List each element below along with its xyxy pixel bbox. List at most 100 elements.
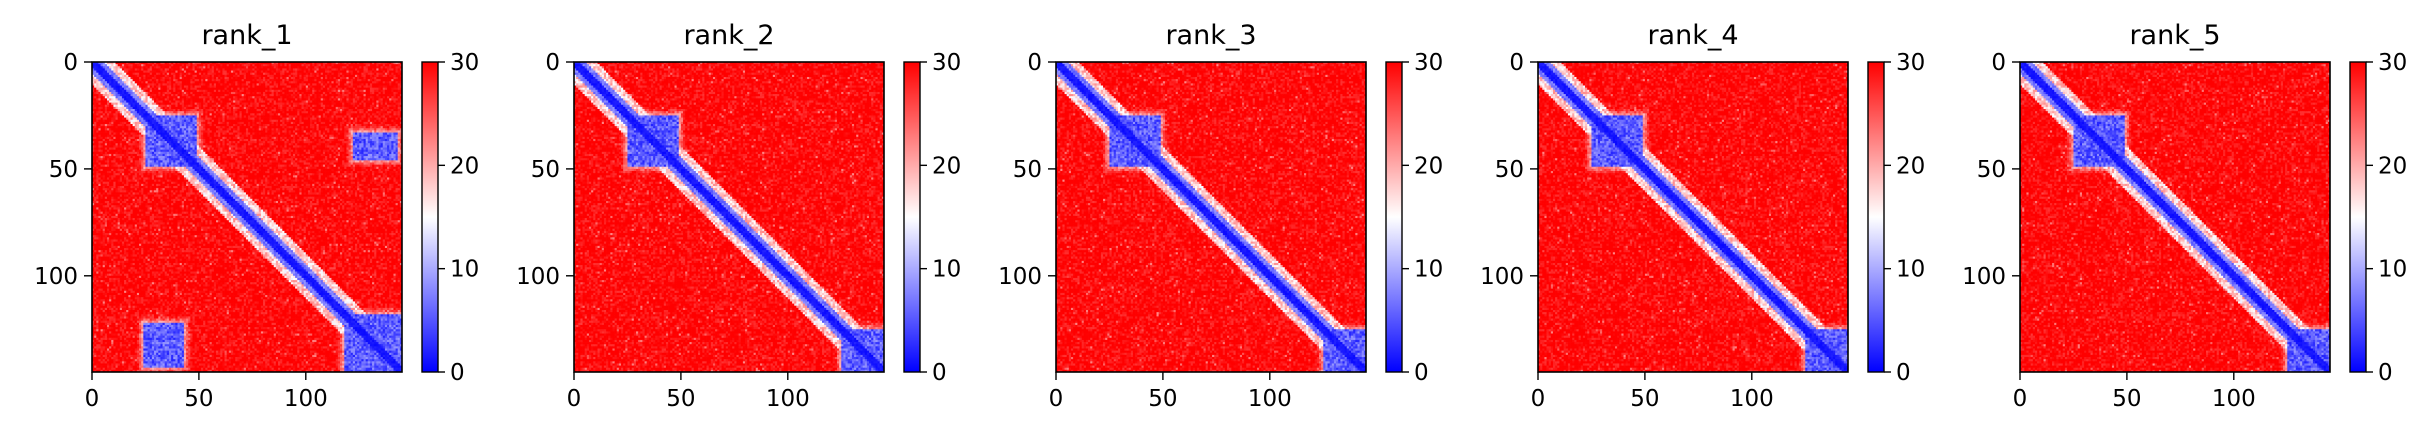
heatmap-cell	[184, 81, 186, 83]
heatmap-cell	[284, 68, 286, 70]
heatmap-cell	[154, 77, 156, 79]
heatmap-cell	[267, 88, 269, 90]
heatmap-cell	[182, 79, 184, 81]
heatmap-cell	[237, 66, 239, 68]
heatmap-cell	[265, 68, 267, 70]
heatmap-cell	[235, 88, 237, 90]
heatmap-cell	[212, 66, 214, 68]
heatmap-cell	[325, 77, 327, 79]
heatmap-cell	[316, 64, 318, 66]
heatmap-cell	[160, 77, 162, 79]
heatmap-cell	[331, 64, 333, 66]
heatmap-cell	[105, 86, 107, 88]
heatmap-cell	[267, 90, 269, 92]
heatmap-cell	[269, 68, 271, 70]
heatmap-cell	[237, 79, 239, 81]
heatmap-cell	[216, 66, 218, 68]
heatmap-cell	[188, 88, 190, 90]
heatmap-cell	[295, 88, 297, 90]
heatmap-cell	[169, 90, 171, 92]
heatmap-cell	[220, 88, 222, 90]
heatmap-cell	[257, 64, 259, 66]
heatmap-cell	[135, 68, 137, 70]
heatmap-cell	[227, 90, 229, 92]
heatmap-cell	[216, 90, 218, 92]
heatmap-cell	[349, 77, 351, 79]
heatmap-cell	[398, 81, 400, 83]
heatmap-cell	[263, 75, 265, 77]
heatmap-cell	[248, 68, 250, 70]
heatmap-cell	[261, 90, 263, 92]
heatmap-cell	[197, 81, 199, 83]
heatmap-cell	[263, 64, 265, 66]
heatmap-cell	[210, 68, 212, 70]
heatmap-cell	[319, 73, 321, 75]
heatmap-cell	[346, 75, 348, 77]
heatmap-cell	[105, 77, 107, 79]
heatmap-cell	[175, 66, 177, 68]
heatmap-cell	[111, 68, 113, 70]
heatmap-cell	[295, 66, 297, 68]
heatmap-cell	[391, 71, 393, 73]
heatmap-cell	[207, 86, 209, 88]
heatmap-cell	[145, 81, 147, 83]
heatmap-cell	[338, 64, 340, 66]
heatmap-cell	[229, 73, 231, 75]
heatmap-cell	[263, 73, 265, 75]
heatmap-cell	[242, 77, 244, 79]
heatmap-cell	[306, 77, 308, 79]
heatmap-cell	[274, 64, 276, 66]
heatmap-cell	[314, 83, 316, 85]
heatmap-cell	[252, 88, 254, 90]
heatmap-cell	[325, 68, 327, 70]
heatmap-cell	[370, 75, 372, 77]
heatmap-cell	[171, 86, 173, 88]
heatmap-cell	[269, 73, 271, 75]
heatmap-cell	[158, 75, 160, 77]
heatmap-cell	[263, 79, 265, 81]
heatmap-cell	[376, 73, 378, 75]
heatmap-cell	[357, 77, 359, 79]
heatmap-cell	[325, 83, 327, 85]
heatmap-cell	[308, 88, 310, 90]
heatmap-cell	[169, 88, 171, 90]
heatmap-cell	[192, 79, 194, 81]
heatmap-cell	[368, 64, 370, 66]
heatmap-cell	[231, 75, 233, 77]
heatmap-cell	[359, 75, 361, 77]
heatmap-cell	[244, 83, 246, 85]
heatmap-cell	[141, 86, 143, 88]
heatmap-cell	[336, 73, 338, 75]
heatmap-cell	[287, 71, 289, 73]
heatmap-cell	[254, 77, 256, 79]
heatmap-cell	[120, 86, 122, 88]
heatmap-cell	[180, 71, 182, 73]
heatmap-cell	[101, 68, 103, 70]
heatmap-cell	[171, 88, 173, 90]
heatmap-cell	[220, 90, 222, 92]
heatmap-cell	[257, 90, 259, 92]
heatmap-cell	[188, 79, 190, 81]
heatmap-cell	[210, 79, 212, 81]
heatmap-cell	[222, 90, 224, 92]
heatmap-cell	[207, 71, 209, 73]
heatmap-cell	[327, 77, 329, 79]
heatmap-cell	[272, 88, 274, 90]
heatmap-cell	[280, 86, 282, 88]
heatmap-cell	[237, 90, 239, 92]
heatmap-cell	[218, 64, 220, 66]
heatmap-cell	[372, 68, 374, 70]
heatmap-cell	[370, 81, 372, 83]
heatmap-cell	[295, 75, 297, 77]
heatmap-cell	[351, 64, 353, 66]
heatmap-cell	[233, 90, 235, 92]
heatmap-cell	[98, 64, 100, 66]
heatmap-cell	[229, 86, 231, 88]
heatmap-cell	[205, 81, 207, 83]
heatmap-cell	[133, 81, 135, 83]
heatmap-cell	[188, 75, 190, 77]
heatmap-cell	[319, 75, 321, 77]
heatmap-cell	[242, 73, 244, 75]
heatmap-cell	[389, 68, 391, 70]
heatmap-cell	[361, 64, 363, 66]
